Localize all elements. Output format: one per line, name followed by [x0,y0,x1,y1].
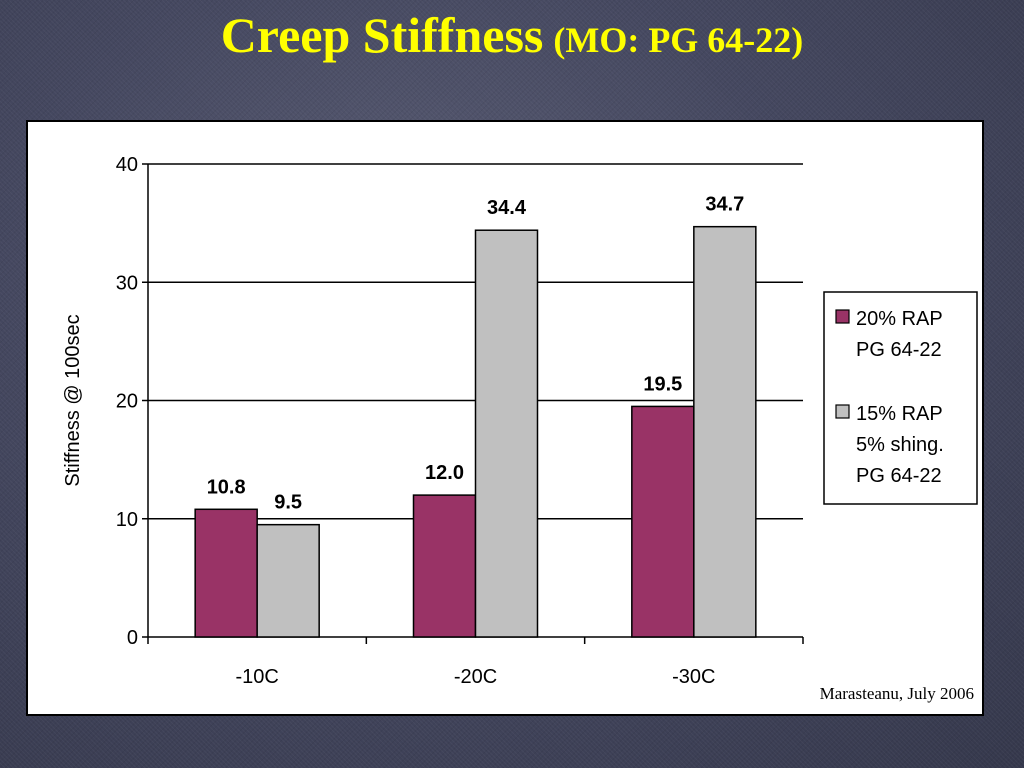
data-label: 34.4 [487,197,527,219]
data-label: 10.8 [207,476,246,498]
bar [412,494,477,638]
legend-box [823,291,978,505]
legend-label: PG 64-22 [856,339,942,361]
y-tick-label: 10 [116,509,138,531]
legend-label: 15% RAP [856,403,943,425]
data-label: 19.5 [643,373,682,395]
bar [256,523,320,638]
data-label: 9.5 [274,492,302,514]
x-tick-label: -10C [235,666,278,688]
bar [474,229,539,638]
title-subtitle: (MO: PG 64-22) [553,20,804,60]
legend-swatch [835,404,850,419]
slide-title: Creep Stiffness (MO: PG 64-22) [0,0,1024,70]
credit-text: Marasteanu, July 2006 [819,684,974,703]
y-tick-label: 20 [116,391,138,413]
bar [693,225,757,638]
legend-swatch [835,309,850,324]
y-tick-label: 0 [127,627,138,649]
y-axis-title: Stiffness @ 100sec [62,314,84,486]
data-label: 12.0 [425,462,464,484]
data-label: 34.7 [705,194,744,216]
bar [194,508,258,638]
y-tick-label: 40 [116,154,138,176]
legend-label: PG 64-22 [856,465,942,487]
bar [631,405,695,638]
title-main: Creep Stiffness [220,7,544,63]
x-tick-label: -30C [672,666,715,688]
legend-label: 20% RAP [856,308,943,330]
x-tick-label: -20C [454,666,497,688]
y-tick-label: 30 [116,272,138,294]
legend-label: 5% shing. [856,434,944,456]
